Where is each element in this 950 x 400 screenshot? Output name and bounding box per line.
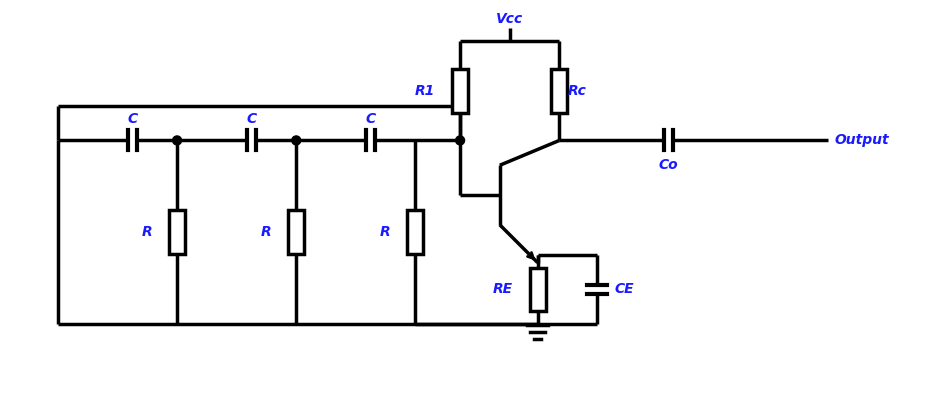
Text: R: R xyxy=(380,225,390,239)
Bar xyxy=(529,268,545,311)
Text: C: C xyxy=(366,112,376,126)
Circle shape xyxy=(173,136,181,145)
Text: Rc: Rc xyxy=(567,84,586,98)
Bar xyxy=(408,210,424,254)
Bar xyxy=(288,210,304,254)
Text: C: C xyxy=(246,112,256,126)
Text: R: R xyxy=(261,225,272,239)
Bar xyxy=(551,69,567,113)
Text: Co: Co xyxy=(659,158,678,172)
Bar xyxy=(452,69,468,113)
Text: R: R xyxy=(142,225,152,239)
Text: C: C xyxy=(127,112,138,126)
Circle shape xyxy=(292,136,301,145)
Bar xyxy=(169,210,185,254)
Text: R1: R1 xyxy=(415,84,435,98)
Text: Output: Output xyxy=(834,134,889,148)
Text: CE: CE xyxy=(614,282,634,296)
Circle shape xyxy=(456,136,465,145)
Text: Vcc: Vcc xyxy=(496,12,523,26)
Text: RE: RE xyxy=(493,282,513,296)
